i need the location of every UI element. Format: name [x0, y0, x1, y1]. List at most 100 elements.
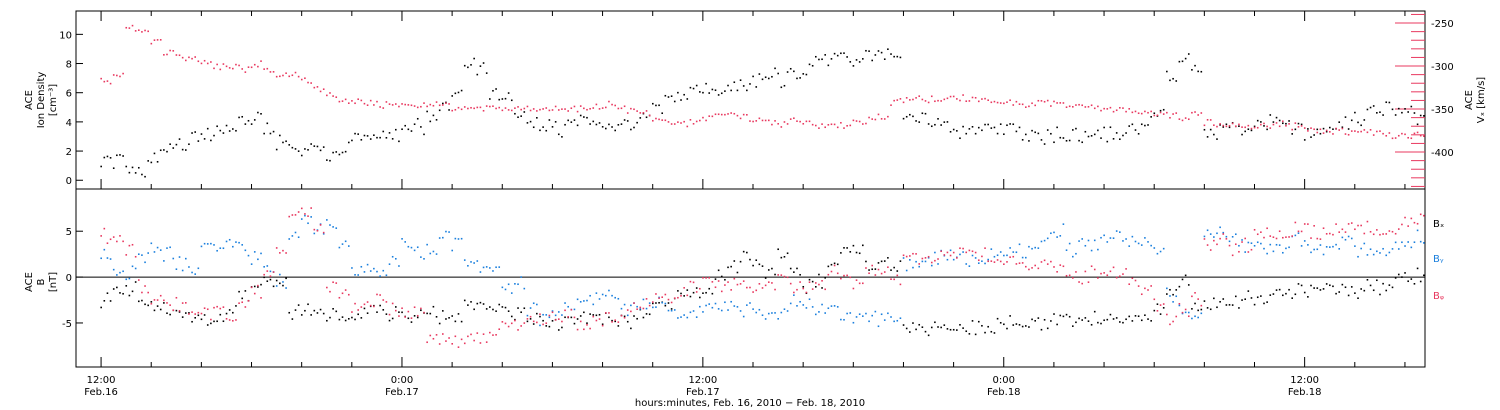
x-tick-time: 0:00: [391, 375, 413, 386]
density-point: [1053, 141, 1055, 144]
bz-point: [203, 307, 206, 310]
bx-point: [294, 309, 297, 311]
bz-point: [786, 276, 789, 279]
by-point: [1097, 248, 1099, 251]
bx-point: [310, 314, 312, 316]
by-point: [385, 274, 388, 277]
density-point: [1419, 114, 1422, 117]
bx-point: [1391, 286, 1394, 289]
density-point: [238, 116, 240, 119]
density-point: [442, 102, 444, 105]
density-point: [708, 92, 711, 94]
bx-point: [141, 299, 143, 302]
vx-point: [1131, 111, 1134, 114]
bx-point: [1097, 321, 1099, 324]
bz-point: [1150, 285, 1152, 287]
vx-point: [288, 75, 291, 78]
vx-point: [924, 100, 927, 102]
by-point: [971, 254, 974, 257]
by-point: [1253, 244, 1256, 247]
density-point: [695, 84, 698, 87]
by-point: [965, 263, 968, 265]
by-point: [1332, 245, 1334, 248]
bz-point: [611, 321, 613, 323]
by-point: [1297, 232, 1300, 234]
bz-point: [1329, 232, 1331, 235]
bz-point: [1018, 262, 1021, 265]
bx-point: [755, 259, 758, 262]
density-point: [1203, 128, 1206, 131]
bx-point: [1360, 288, 1362, 290]
by-point: [1294, 234, 1297, 237]
by-point: [1056, 236, 1058, 238]
vx-point: [987, 99, 989, 102]
vx-point: [1191, 111, 1193, 114]
bx-point: [777, 248, 779, 251]
by-point: [661, 301, 664, 304]
bx-point: [564, 316, 566, 319]
bx-point: [670, 308, 673, 310]
bz-point: [1162, 303, 1165, 305]
bx-point: [253, 285, 256, 288]
bx-point: [498, 303, 501, 306]
vx-point: [266, 67, 269, 70]
vx-point: [1332, 133, 1334, 135]
vx-point: [551, 109, 554, 111]
bx-point: [1260, 295, 1262, 297]
by-point: [1031, 247, 1033, 250]
bz-point: [639, 306, 642, 309]
density-point: [877, 50, 880, 52]
bz-point: [529, 315, 532, 318]
by-point: [241, 244, 244, 246]
bz-point: [799, 281, 801, 283]
density-point: [1256, 119, 1259, 122]
bz-point: [344, 289, 347, 291]
bz-point: [275, 247, 278, 249]
vx-point: [429, 103, 432, 106]
by-point: [608, 289, 610, 292]
vx-point: [451, 109, 454, 112]
by-point: [720, 309, 723, 312]
bz-point: [874, 274, 877, 276]
density-point: [999, 123, 1002, 125]
bx-point: [626, 320, 629, 323]
bz-point: [263, 273, 265, 276]
bx-point: [1040, 328, 1043, 331]
density-point: [755, 86, 758, 88]
bz-point: [589, 327, 591, 330]
vx-point: [733, 112, 736, 115]
bz-point: [294, 214, 297, 216]
bz-point: [990, 260, 993, 262]
density-point: [156, 161, 159, 163]
bx-point: [197, 314, 200, 317]
density-point: [269, 132, 272, 135]
bx-point: [159, 308, 162, 311]
bz-point: [1003, 263, 1005, 266]
vx-point: [557, 109, 560, 111]
by-point: [181, 269, 184, 272]
density-point: [1282, 122, 1284, 125]
density-point: [902, 117, 905, 120]
bz-point: [1275, 237, 1278, 240]
density-point: [821, 58, 823, 61]
by-point: [758, 308, 761, 311]
vx-point: [109, 82, 112, 85]
by-point: [977, 262, 980, 264]
vx-point: [921, 98, 924, 101]
bx-point: [583, 311, 585, 314]
density-point: [373, 134, 375, 137]
density-point: [178, 138, 181, 140]
bx-point: [235, 305, 237, 307]
by-point: [755, 311, 758, 314]
by-point: [689, 311, 692, 314]
bz-point: [420, 307, 422, 310]
by-point: [962, 251, 964, 253]
density-point: [159, 149, 162, 152]
vx-point: [112, 74, 115, 76]
vx-point: [836, 126, 839, 129]
by-point: [630, 304, 632, 307]
by-point: [648, 302, 651, 304]
bz-point: [755, 289, 758, 292]
bz-point: [1394, 232, 1397, 235]
by-point: [1379, 252, 1381, 254]
